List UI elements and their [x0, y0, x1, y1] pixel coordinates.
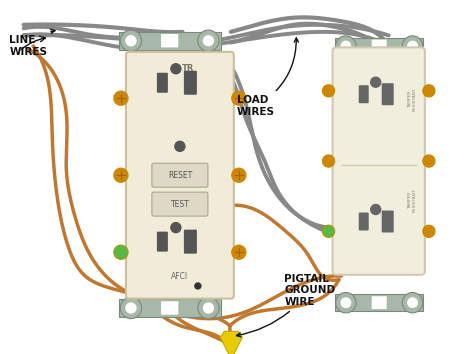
- Circle shape: [125, 35, 137, 46]
- Text: RESET: RESET: [168, 171, 192, 180]
- Text: LINE
WIRES: LINE WIRES: [9, 29, 55, 57]
- Circle shape: [407, 41, 418, 51]
- Circle shape: [232, 91, 246, 105]
- Circle shape: [324, 226, 334, 236]
- Circle shape: [322, 225, 335, 237]
- FancyBboxPatch shape: [184, 71, 197, 95]
- Circle shape: [232, 168, 246, 182]
- Circle shape: [115, 246, 127, 258]
- Circle shape: [114, 245, 128, 259]
- Circle shape: [371, 77, 381, 87]
- Circle shape: [336, 292, 356, 313]
- FancyBboxPatch shape: [372, 296, 387, 309]
- Circle shape: [114, 91, 128, 105]
- Circle shape: [371, 205, 381, 215]
- Circle shape: [423, 85, 435, 97]
- FancyBboxPatch shape: [161, 34, 178, 47]
- Text: PIGTAIL
GROUND
WIRE: PIGTAIL GROUND WIRE: [237, 274, 336, 337]
- Circle shape: [340, 297, 351, 308]
- FancyBboxPatch shape: [152, 163, 208, 187]
- FancyBboxPatch shape: [359, 212, 369, 230]
- FancyBboxPatch shape: [333, 47, 425, 275]
- Circle shape: [203, 35, 214, 46]
- FancyBboxPatch shape: [152, 192, 208, 216]
- Circle shape: [402, 292, 423, 313]
- Circle shape: [195, 283, 201, 289]
- Circle shape: [340, 41, 351, 51]
- FancyBboxPatch shape: [126, 52, 234, 298]
- Circle shape: [120, 30, 142, 51]
- Circle shape: [423, 155, 435, 167]
- Circle shape: [336, 36, 356, 56]
- Circle shape: [322, 85, 335, 97]
- FancyBboxPatch shape: [372, 40, 387, 52]
- FancyBboxPatch shape: [382, 211, 394, 233]
- Circle shape: [407, 297, 418, 308]
- FancyBboxPatch shape: [157, 73, 168, 93]
- Polygon shape: [220, 331, 242, 354]
- FancyBboxPatch shape: [359, 85, 369, 103]
- Bar: [335, 294, 423, 311]
- Text: TAMPER
RESISTANT: TAMPER RESISTANT: [408, 88, 417, 112]
- Circle shape: [175, 141, 185, 152]
- Circle shape: [203, 302, 214, 314]
- Circle shape: [232, 245, 246, 259]
- Circle shape: [171, 223, 181, 233]
- Circle shape: [120, 297, 142, 319]
- Bar: [118, 299, 220, 317]
- Text: LOAD
WIRES: LOAD WIRES: [237, 38, 299, 117]
- Text: AFCI: AFCI: [171, 272, 189, 281]
- Text: TAMPER
RESISTANT: TAMPER RESISTANT: [408, 189, 417, 212]
- Bar: [118, 32, 220, 50]
- FancyBboxPatch shape: [382, 83, 394, 105]
- Circle shape: [423, 225, 435, 237]
- Circle shape: [198, 30, 219, 51]
- FancyBboxPatch shape: [161, 301, 178, 315]
- Circle shape: [114, 168, 128, 182]
- FancyBboxPatch shape: [184, 230, 197, 253]
- Circle shape: [198, 297, 219, 319]
- Circle shape: [322, 155, 335, 167]
- Bar: [335, 38, 423, 55]
- FancyBboxPatch shape: [157, 232, 168, 252]
- Text: TEST: TEST: [171, 200, 189, 209]
- Circle shape: [402, 36, 423, 56]
- Circle shape: [171, 64, 181, 74]
- Text: TR: TR: [182, 64, 194, 73]
- Circle shape: [125, 302, 137, 314]
